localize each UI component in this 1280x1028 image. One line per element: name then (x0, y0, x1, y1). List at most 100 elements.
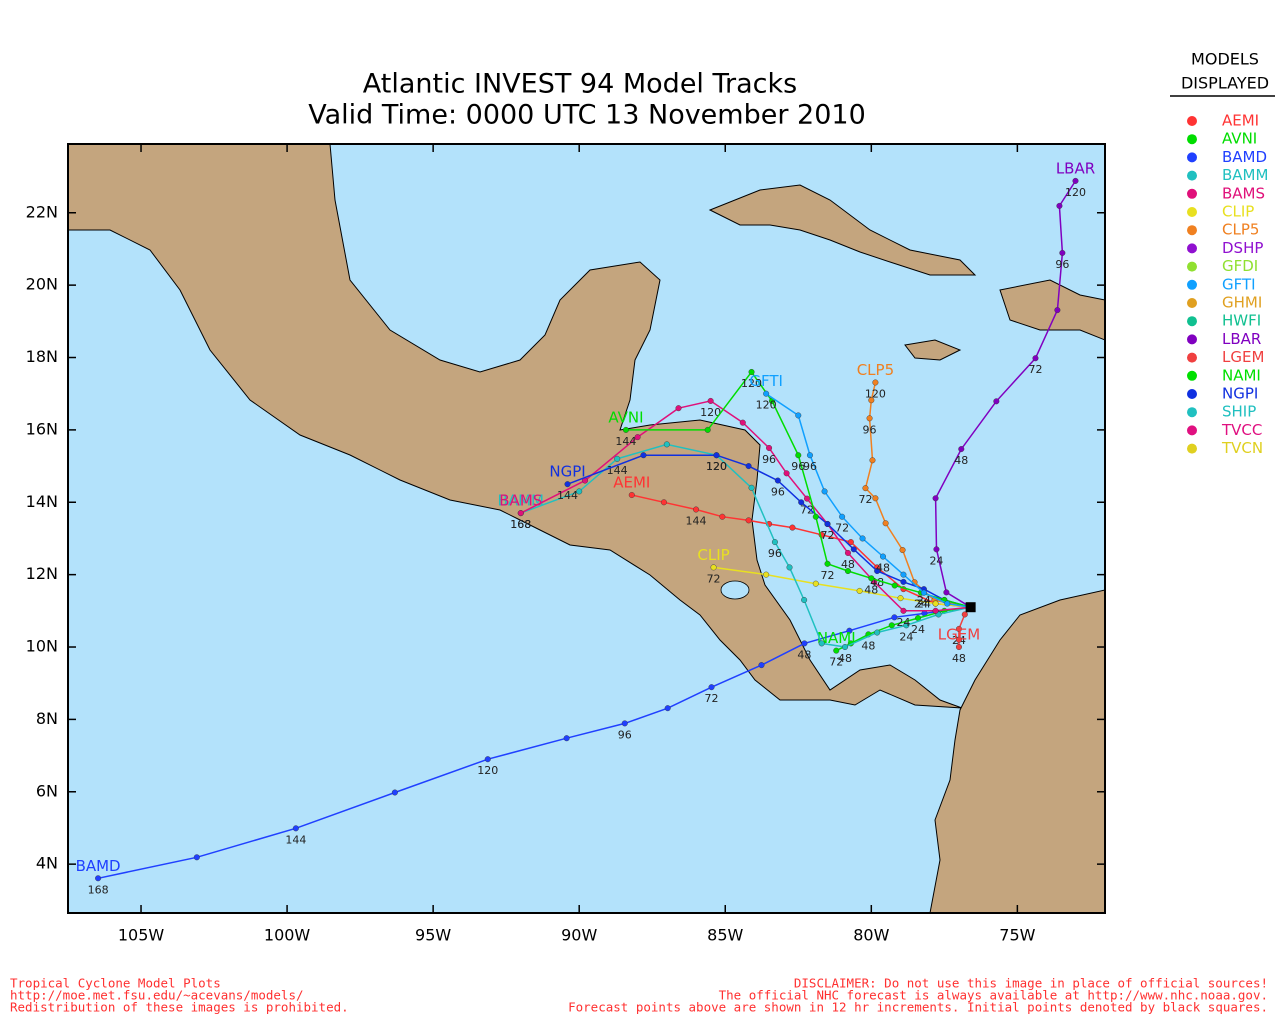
legend-marker (1187, 116, 1197, 126)
y-tick-label: 12N (26, 564, 58, 583)
legend-marker (1187, 425, 1197, 436)
track-point (693, 506, 700, 513)
legend-marker (1187, 334, 1197, 345)
legend-label: NAMI (1222, 366, 1261, 384)
track-point (795, 452, 802, 459)
track-point (812, 513, 819, 520)
track-point (862, 485, 869, 492)
track-point (899, 547, 906, 554)
track-point (563, 735, 570, 742)
track-point (719, 513, 726, 520)
land-cuba (708, 184, 977, 276)
hour-label: 120 (477, 764, 498, 777)
footer-right: Forecast points above are shown in 12 hr… (568, 1000, 1268, 1015)
track-name: BAMM (498, 492, 544, 510)
map-frame (67, 143, 1106, 914)
track-point (903, 622, 910, 629)
track-point (804, 495, 811, 502)
track-point (891, 614, 898, 621)
track-point (868, 397, 875, 404)
track-point (783, 470, 790, 477)
legend-marker (1187, 370, 1197, 381)
hour-label: 96 (762, 453, 776, 466)
hour-label: 144 (557, 489, 578, 502)
track-point (866, 415, 873, 422)
hour-label: 168 (510, 518, 531, 531)
y-tick-label: 16N (26, 419, 58, 438)
track-point (847, 539, 854, 546)
hour-label: 72 (1028, 363, 1042, 376)
track-point (955, 644, 962, 651)
hour-label: 72 (705, 692, 719, 705)
hour-label: 120 (741, 377, 762, 390)
track-point (795, 412, 802, 419)
track-point (900, 607, 907, 614)
legend-label: SHIP (1222, 403, 1256, 421)
track-point (844, 568, 851, 575)
track-point (622, 426, 629, 433)
track-point (628, 492, 635, 499)
legend-marker (1187, 170, 1197, 181)
footer: Tropical Cyclone Model Plotshttp://moe.m… (10, 976, 1268, 1015)
track-point (771, 539, 778, 546)
track-point (786, 564, 793, 571)
track-point (675, 405, 682, 412)
legend-marker (1187, 207, 1197, 217)
legend-label: CLP5 (1222, 221, 1259, 239)
y-tick-label: 6N (36, 781, 58, 800)
legend-label: LBAR (1222, 330, 1261, 348)
hour-label: 72 (707, 572, 721, 585)
map-area: 487296120144168BAMD24487296120LBAR729612… (68, 144, 1105, 913)
x-tick-label: 85W (707, 926, 743, 945)
hour-label: 144 (686, 515, 707, 528)
hour-label: 72 (835, 522, 849, 535)
legend-label: BAMM (1222, 166, 1268, 184)
legend-marker (1187, 134, 1197, 145)
hour-label: 120 (756, 399, 777, 412)
x-tick-label: 90W (561, 926, 597, 945)
track-point (818, 640, 825, 647)
legend-marker (1187, 443, 1197, 454)
footer-left: Tropical Cyclone Model Plots (10, 976, 221, 991)
track-point (292, 825, 299, 832)
hour-label: 72 (829, 656, 843, 669)
hour-label: 48 (861, 639, 875, 652)
legend-marker (1187, 298, 1197, 308)
track-point (821, 488, 828, 495)
track-point (993, 398, 1000, 405)
legend-label: TVCN (1221, 439, 1263, 457)
track-point (745, 517, 752, 524)
hour-label: 48 (864, 583, 878, 596)
track-point (955, 625, 962, 632)
track-name: CLP5 (857, 361, 894, 379)
track-point (484, 756, 491, 763)
legend-marker (1187, 188, 1197, 199)
track-point (748, 368, 755, 375)
track-point (1072, 177, 1079, 184)
track-point (850, 546, 857, 553)
legend-label: GHMI (1222, 294, 1262, 312)
track-point (707, 397, 714, 404)
title: Atlantic INVEST 94 Model Tracks (363, 69, 797, 100)
track-name: LBAR (1056, 159, 1095, 177)
hour-label: 72 (820, 529, 834, 542)
legend-marker (1187, 243, 1197, 254)
legend: MODELS DISPLAYED AEMIAVNIBAMDBAMMBAMSCLIPC… (1181, 50, 1269, 458)
track-name: GFTI (749, 372, 783, 390)
footer-right: The official NHC forecast is always avai… (719, 988, 1268, 1003)
track-point (1059, 249, 1066, 256)
track-point (640, 452, 647, 459)
hour-label: 144 (615, 435, 636, 448)
hour-label: 48 (841, 558, 855, 571)
legend-marker (1187, 225, 1197, 236)
track-point (564, 481, 571, 488)
hour-label: 96 (863, 423, 877, 436)
track-point (856, 587, 863, 594)
track-point (869, 457, 876, 464)
legend-marker (1187, 279, 1197, 290)
axes: 105W 100W 95W 90W 85W 80W 75W 4N 6N 8N 10N 12N 14N 16… (26, 144, 1105, 945)
y-tick-label: 20N (26, 275, 58, 294)
track-point (391, 789, 398, 796)
x-tick-label: 105W (118, 926, 165, 945)
track-point (882, 520, 889, 527)
